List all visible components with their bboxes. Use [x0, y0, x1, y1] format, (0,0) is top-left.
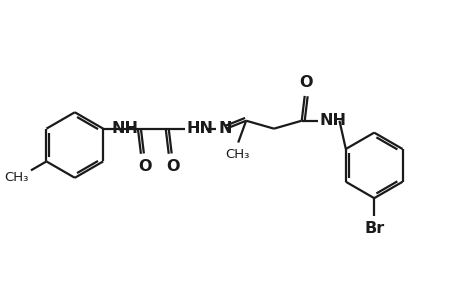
Text: CH₃: CH₃ — [224, 148, 249, 160]
Text: NH: NH — [319, 113, 346, 128]
Text: HN: HN — [186, 121, 213, 136]
Text: O: O — [166, 159, 179, 174]
Text: N: N — [218, 121, 231, 136]
Text: O: O — [298, 75, 312, 90]
Text: NH: NH — [111, 121, 138, 136]
Text: CH₃: CH₃ — [5, 171, 29, 184]
Text: O: O — [138, 159, 151, 174]
Text: Br: Br — [363, 221, 384, 236]
